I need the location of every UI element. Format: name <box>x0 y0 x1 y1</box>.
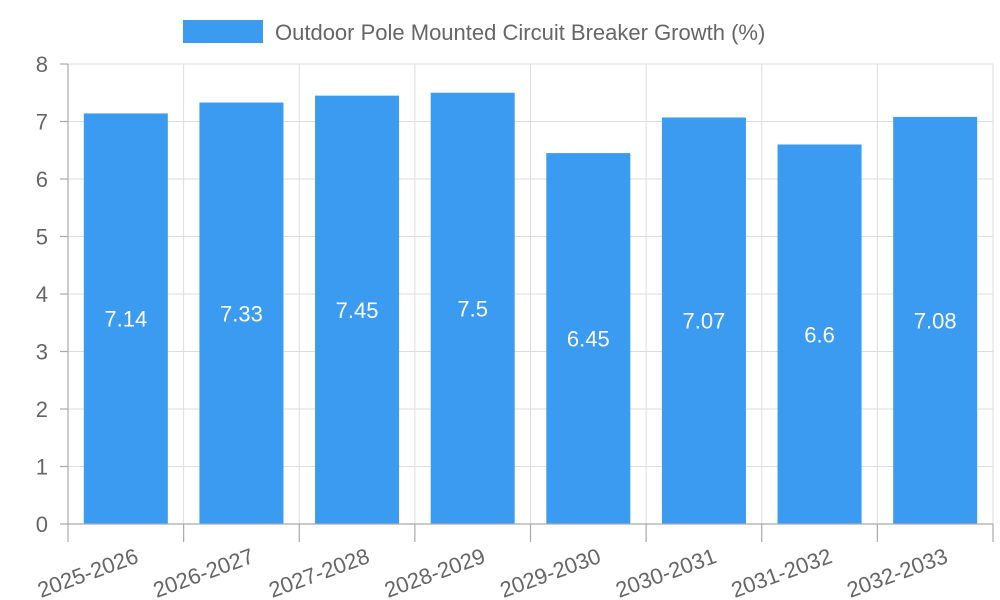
data-label-2029-2030: 6.45 <box>567 327 610 352</box>
x-tick-label: 2026-2027 <box>150 543 257 600</box>
bars <box>83 92 978 525</box>
legend: Outdoor Pole Mounted Circuit Breaker Gro… <box>183 20 765 45</box>
legend-swatch <box>183 20 263 43</box>
y-tick-label: 2 <box>36 397 48 422</box>
x-tick-label: 2025-2026 <box>34 543 141 600</box>
x-axis-ticks: 2025-2026 2026-2027 2027-2028 2028-2029 2029… <box>34 524 994 600</box>
x-tick-label: 2028-2029 <box>381 543 488 600</box>
y-tick-label: 7 <box>36 110 48 135</box>
bar-2030-2031 <box>661 117 746 524</box>
y-tick-label: 8 <box>36 52 48 77</box>
bar-2031-2032 <box>777 144 862 524</box>
bar-2027-2028 <box>315 95 400 524</box>
bar-2029-2030 <box>546 153 631 524</box>
y-tick-label: 5 <box>36 225 48 250</box>
bar-2028-2029 <box>430 92 515 524</box>
legend-label: Outdoor Pole Mounted Circuit Breaker Gro… <box>275 20 765 45</box>
x-tick-label: 2027-2028 <box>265 543 372 600</box>
x-tick-label: 2032-2033 <box>843 543 950 600</box>
x-tick-label: 2031-2032 <box>728 543 835 600</box>
bar-2032-2033 <box>893 116 978 525</box>
bar-2026-2027 <box>199 102 284 525</box>
data-label-2025-2026: 7.14 <box>104 307 147 332</box>
y-tick-label: 0 <box>36 512 48 537</box>
x-tick-label: 2030-2031 <box>612 543 719 600</box>
data-labels: 7.14 7.33 7.45 7.5 6.45 7.07 6.6 7.08 <box>104 296 956 351</box>
x-tick-label: 2029-2030 <box>497 543 604 600</box>
data-label-2028-2029: 7.5 <box>457 296 488 321</box>
y-axis-ticks: 0 1 2 3 4 5 6 7 8 <box>36 52 68 537</box>
data-label-2031-2032: 6.6 <box>804 322 835 347</box>
data-label-2030-2031: 7.07 <box>683 309 726 334</box>
data-label-2032-2033: 7.08 <box>914 308 957 333</box>
y-tick-label: 6 <box>36 167 48 192</box>
bar-2025-2026 <box>83 113 168 524</box>
data-label-2026-2027: 7.33 <box>220 301 263 326</box>
y-tick-label: 1 <box>36 455 48 480</box>
y-tick-label: 4 <box>36 282 48 307</box>
data-label-2027-2028: 7.45 <box>336 298 379 323</box>
y-tick-label: 3 <box>36 340 48 365</box>
